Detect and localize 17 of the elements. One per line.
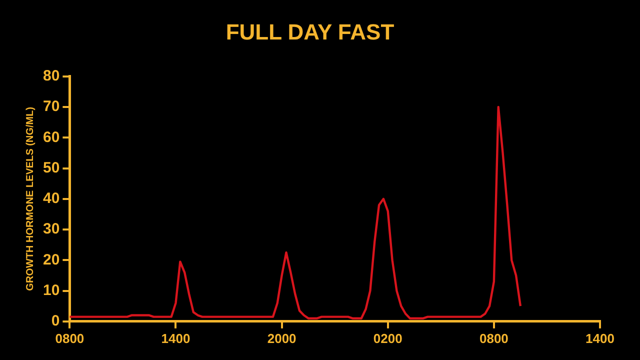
x-tick-label: 2000 <box>267 330 296 346</box>
y-tick-label: 20 <box>42 251 60 268</box>
chart-title: FULL DAY FAST <box>226 19 395 44</box>
y-tick-label: 40 <box>42 190 60 208</box>
x-tick-label: 1400 <box>161 330 190 346</box>
x-tick-label: 0800 <box>479 330 508 346</box>
x-tick-label: 0200 <box>373 330 402 346</box>
y-tick-label: 70 <box>42 98 60 116</box>
x-tick-label: 1400 <box>586 330 614 346</box>
x-tick-label: 0800 <box>55 330 84 346</box>
y-tick-label: 30 <box>42 220 60 238</box>
y-tick-label: 80 <box>42 68 60 85</box>
y-tick-label: 10 <box>42 282 60 299</box>
y-tick-label: 60 <box>42 128 60 146</box>
y-tick-label: 50 <box>42 159 60 176</box>
y-axis-title: GROWTH HORMONE LEVELS (NG/ML) <box>24 106 36 291</box>
y-tick-label: 0 <box>51 312 60 330</box>
